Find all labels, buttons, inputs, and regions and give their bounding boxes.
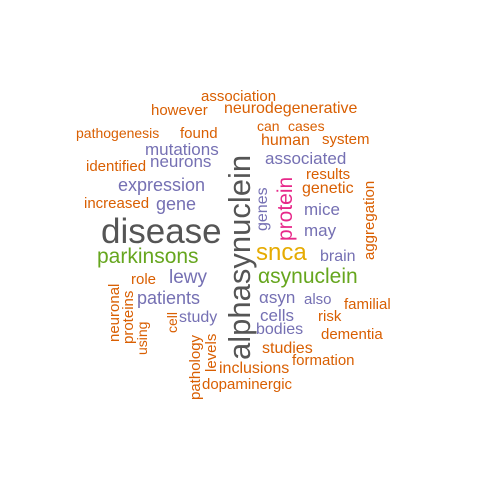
word-levels: levels (203, 333, 220, 372)
word-cell: cell (164, 311, 180, 333)
word-asyn: αsyn (259, 288, 296, 307)
word-alphasynuclein: alphasynuclein (222, 154, 257, 360)
word-however: however (151, 102, 208, 119)
word-cells: cells (260, 306, 295, 325)
word-disease: disease (101, 212, 222, 251)
word-bodies: bodies (256, 321, 304, 338)
word-results: results (306, 166, 351, 183)
word-aggregation: aggregation (361, 180, 378, 260)
word-mutations: mutations (145, 140, 219, 159)
word-genes: genes (254, 187, 271, 231)
word-increased: increased (84, 195, 150, 212)
word-expression: expression (118, 175, 206, 195)
word-system: system (322, 131, 370, 148)
word-inclusions: inclusions (219, 360, 290, 377)
word-cases: cases (288, 118, 325, 134)
word-patients: patients (137, 288, 201, 308)
word-parkinsons: parkinsons (97, 245, 199, 268)
word-may: may (304, 221, 337, 240)
word-mice: mice (304, 200, 340, 219)
word-identified: identified (86, 158, 147, 175)
word-asynuclein: αsynuclein (258, 265, 358, 288)
word-study: study (179, 309, 218, 326)
word-protein: protein (274, 176, 297, 241)
word-association: association (201, 88, 277, 105)
word-genetic: genetic (302, 180, 354, 197)
word-brain: brain (320, 248, 356, 265)
word-pathology: pathology (187, 334, 204, 400)
word-neurodegenerative: neurodegenerative (224, 100, 358, 117)
word-human: human (261, 132, 310, 149)
word-snca: snca (256, 239, 307, 266)
word-can: can (257, 118, 280, 134)
word-studies: studies (262, 340, 313, 357)
word-using: using (134, 321, 150, 355)
word-dementia: dementia (321, 326, 383, 343)
word-role: role (131, 271, 157, 288)
word-formation: formation (292, 352, 355, 369)
word-pathogenesis: pathogenesis (76, 125, 160, 141)
word-risk: risk (318, 308, 342, 325)
word-lewy: lewy (169, 267, 208, 288)
word-familial: familial (344, 296, 391, 313)
word-found: found (180, 125, 218, 142)
word-neurons: neurons (150, 152, 212, 171)
word-gene: gene (156, 194, 197, 214)
word-dopaminergic: dopaminergic (202, 376, 293, 393)
word-also: also (304, 291, 332, 308)
word-associated: associated (265, 149, 347, 168)
